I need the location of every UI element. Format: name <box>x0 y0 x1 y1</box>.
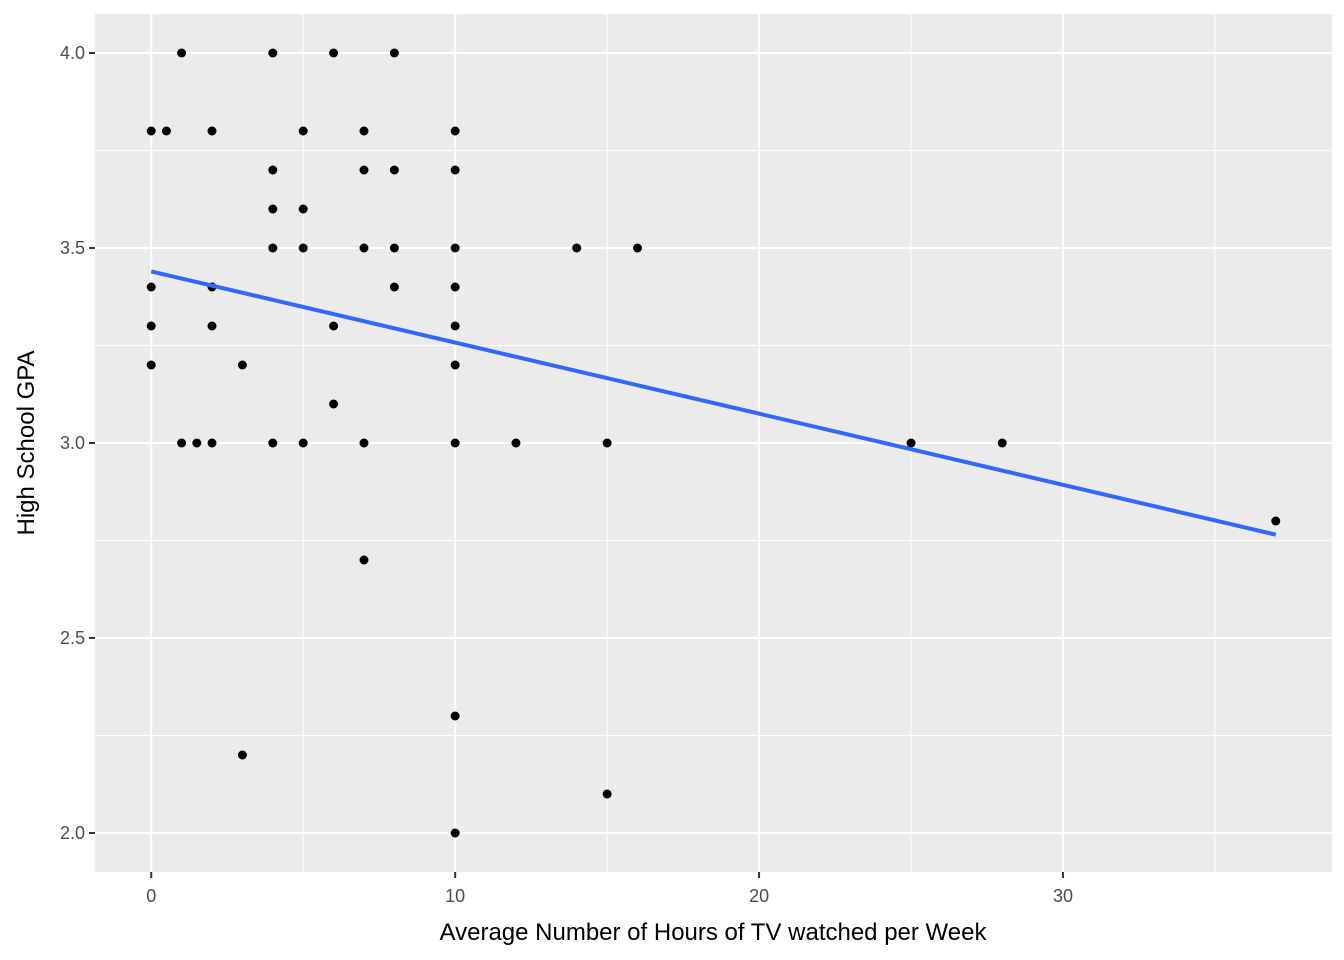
data-point <box>237 360 247 370</box>
trend-line-group <box>150 269 1277 537</box>
x-axis-title: Average Number of Hours of TV watched pe… <box>440 919 988 946</box>
data-point <box>329 48 339 58</box>
data-point <box>298 243 308 253</box>
data-point <box>389 48 399 58</box>
data-point <box>268 243 278 253</box>
data-point <box>268 48 278 58</box>
data-point <box>268 165 278 175</box>
data-point <box>389 165 399 175</box>
data-point <box>450 438 460 448</box>
data-point <box>359 555 369 565</box>
data-point <box>146 126 156 136</box>
data-point <box>450 282 460 292</box>
data-point <box>161 126 171 136</box>
data-point <box>298 438 308 448</box>
data-point <box>177 48 187 58</box>
x-tick-label: 0 <box>146 886 156 906</box>
data-point <box>146 282 156 292</box>
y-tick-label: 2.0 <box>60 823 85 843</box>
data-point <box>450 165 460 175</box>
data-point <box>298 204 308 214</box>
data-point <box>511 438 521 448</box>
data-point <box>906 438 916 448</box>
data-point <box>298 126 308 136</box>
data-point <box>207 126 217 136</box>
data-point <box>389 282 399 292</box>
data-point <box>268 438 278 448</box>
data-point <box>359 438 369 448</box>
data-point <box>1271 516 1281 526</box>
data-point <box>268 204 278 214</box>
x-tick-label: 30 <box>1053 886 1073 906</box>
data-point <box>450 321 460 331</box>
data-point <box>450 711 460 721</box>
data-point <box>450 360 460 370</box>
data-point <box>237 750 247 760</box>
data-point <box>207 321 217 331</box>
regression-line <box>150 269 1277 537</box>
data-point <box>359 126 369 136</box>
y-axis-ticks: 2.0 2.5 3.0 3.5 4.0 <box>60 43 95 843</box>
data-points <box>146 48 1281 838</box>
y-tick-label: 4.0 <box>60 43 85 63</box>
data-point <box>450 126 460 136</box>
data-point <box>450 243 460 253</box>
data-point <box>602 438 612 448</box>
data-point <box>572 243 582 253</box>
data-point <box>329 399 339 409</box>
x-tick-label: 20 <box>749 886 769 906</box>
y-tick-label: 2.5 <box>60 628 85 648</box>
data-point <box>450 828 460 838</box>
data-point <box>997 438 1007 448</box>
y-axis-title: High School GPA <box>13 351 40 536</box>
x-tick-label: 10 <box>445 886 465 906</box>
data-point <box>146 360 156 370</box>
y-tick-label: 3.0 <box>60 433 85 453</box>
data-point <box>329 321 339 331</box>
data-point <box>359 243 369 253</box>
data-point <box>207 438 217 448</box>
x-axis-ticks: 0 10 20 30 <box>146 872 1073 906</box>
y-tick-label: 3.5 <box>60 238 85 258</box>
data-point <box>177 438 187 448</box>
data-point <box>146 321 156 331</box>
data-point <box>389 243 399 253</box>
data-point <box>633 243 643 253</box>
data-point <box>359 165 369 175</box>
data-point <box>602 789 612 799</box>
data-point <box>192 438 202 448</box>
